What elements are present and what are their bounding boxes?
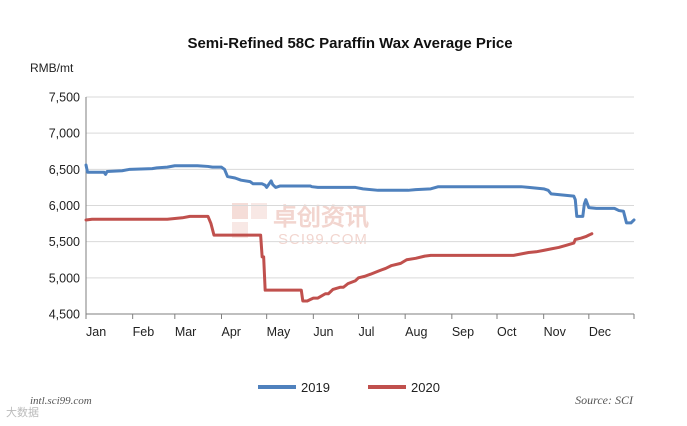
x-tick-label: Jan bbox=[86, 325, 106, 339]
x-tick-label: Mar bbox=[175, 325, 197, 339]
watermark-logo-icon bbox=[232, 203, 248, 219]
y-tick-label: 7,000 bbox=[49, 127, 80, 141]
y-tick-label: 6,000 bbox=[49, 199, 80, 213]
series-lines bbox=[84, 163, 636, 303]
x-tick-label: Apr bbox=[221, 325, 240, 339]
series-line-2019 bbox=[84, 163, 636, 225]
x-tick-label: Feb bbox=[133, 325, 155, 339]
series-line-2020 bbox=[84, 214, 594, 303]
y-tick-label: 6,500 bbox=[49, 163, 80, 177]
x-tick-label: Sep bbox=[452, 325, 474, 339]
footer-site-url: intl.sci99.com bbox=[30, 395, 92, 407]
x-tick-label: Oct bbox=[497, 325, 517, 339]
y-tick-label: 5,000 bbox=[49, 271, 80, 285]
watermark-en-text: SCI99.COM bbox=[278, 231, 368, 248]
x-tick-label: May bbox=[267, 325, 291, 339]
x-tick-label: Nov bbox=[544, 325, 567, 339]
x-tick-label: Dec bbox=[589, 325, 611, 339]
y-axis-ticks: 4,500 5,000 5,500 6,000 6,500 7,000 7,500 bbox=[49, 91, 80, 322]
legend-label-2020: 2020 bbox=[411, 380, 440, 395]
y-tick-label: 5,500 bbox=[49, 235, 80, 249]
x-tick-label: Aug bbox=[405, 325, 427, 339]
footer-source: Source: SCI bbox=[575, 393, 634, 407]
corner-watermark: 大数据 bbox=[6, 405, 39, 419]
legend-label-2019: 2019 bbox=[301, 380, 330, 395]
x-tick-label: Jun bbox=[313, 325, 333, 339]
y-axis-unit-label: RMB/mt bbox=[30, 61, 74, 75]
watermark-cn-text: 卓创资讯 bbox=[273, 204, 369, 231]
chart-title: Semi-Refined 58C Paraffin Wax Average Pr… bbox=[187, 35, 512, 52]
y-tick-label: 7,500 bbox=[49, 91, 80, 105]
x-axis-ticks: Jan Feb Mar Apr May Jun Jul Aug Sep Oct Nov Dec bbox=[85, 314, 635, 339]
y-tick-label: 4,500 bbox=[49, 308, 80, 322]
axes bbox=[85, 97, 634, 315]
legend: 2019 2020 bbox=[258, 380, 440, 395]
watermark-logo-icon bbox=[251, 203, 267, 219]
x-tick-label: Jul bbox=[358, 325, 374, 339]
